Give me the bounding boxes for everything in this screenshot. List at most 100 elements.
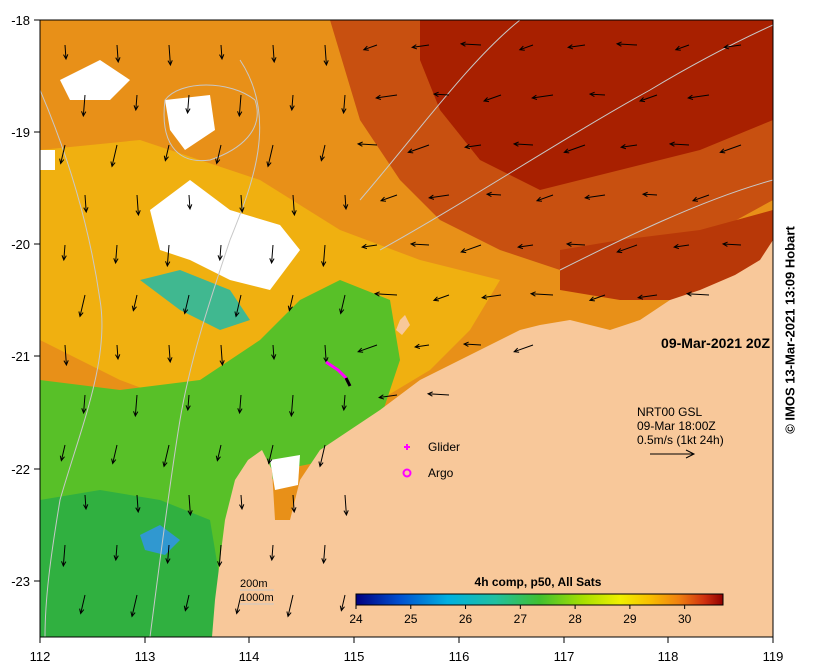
current-arrow: [375, 94, 398, 100]
current-arrow: [485, 191, 502, 198]
y-tick-minus18: -18: [11, 13, 30, 28]
current-arrow: [668, 141, 690, 147]
current-arrow: [289, 94, 295, 112]
current-arrow: [432, 294, 450, 302]
current-arrow: [59, 144, 66, 165]
current-arrow: [414, 343, 430, 349]
y-tick-minus23: -23: [11, 574, 30, 589]
current-arrow: [685, 291, 710, 297]
current-arrow: [291, 194, 297, 217]
current-arrow: [323, 44, 329, 67]
current-arrow: [217, 544, 223, 568]
current-arrow: [319, 144, 326, 162]
current-arrow: [217, 244, 223, 262]
current-arrow: [291, 494, 297, 514]
current-arrow: [269, 244, 275, 265]
colorbar-title: 4h comp, p50, All Sats: [475, 575, 602, 589]
cloud-gap-5: [270, 455, 300, 490]
current-arrow: [428, 194, 450, 200]
current-arrow: [219, 44, 225, 61]
current-arrow: [187, 194, 193, 211]
current-arrow: [615, 41, 638, 47]
current-arrow: [362, 44, 378, 51]
current-arrow: [239, 494, 245, 511]
current-arrow: [321, 544, 327, 565]
current-arrow: [341, 94, 347, 115]
current-arrow: [459, 41, 482, 47]
current-arrow: [357, 344, 378, 353]
current-arrow: [620, 144, 638, 150]
x-tick-117: 117: [554, 649, 575, 664]
current-arrow: [185, 94, 191, 115]
current-arrow: [584, 194, 606, 200]
current-arrow: [411, 44, 430, 50]
current-arrow: [356, 141, 378, 147]
current-arrow: [339, 594, 346, 612]
land-mass: [212, 240, 773, 637]
current-arrow: [135, 494, 141, 514]
current-arrow: [482, 94, 502, 103]
current-arrow: [78, 294, 86, 318]
current-arrow: [361, 243, 378, 250]
isobath-1000m-label: 1000m: [240, 592, 274, 604]
current-arrow: [588, 91, 606, 97]
map-panel: [40, 20, 773, 637]
current-arrow: [379, 194, 398, 202]
x-tick-116: 116: [449, 649, 470, 664]
current-arrow: [638, 94, 658, 103]
current-arrow: [219, 344, 225, 367]
current-arrow: [130, 594, 138, 618]
glider-track-end: [344, 377, 352, 387]
cloud-gap-3: [165, 95, 215, 150]
current-arrow: [131, 294, 138, 312]
current-arrow: [407, 144, 430, 154]
credit-text: © IMOS 13-Mar-2021 13:09 Hobart: [782, 226, 798, 434]
island: [396, 315, 410, 335]
y-tick-minus20: -20: [11, 237, 30, 252]
teal-patch: [140, 270, 250, 330]
x-tick-115: 115: [344, 649, 365, 664]
current-arrow: [481, 294, 502, 300]
current-arrow: [318, 444, 326, 468]
colorbar-tick-label: 26: [459, 612, 473, 626]
current-arrow: [215, 444, 222, 462]
blue-patch: [140, 525, 180, 555]
argo-label: Argo: [428, 466, 454, 480]
current-arrow: [167, 344, 173, 364]
current-arrow: [426, 391, 450, 397]
scale-arrow-icon: [650, 449, 696, 459]
current-arrow: [723, 44, 742, 50]
colorbar-tick-label: 29: [623, 612, 637, 626]
y-tick-minus22: -22: [11, 462, 30, 477]
current-arrow: [641, 191, 658, 198]
current-arrow: [183, 294, 190, 315]
current-arrow: [460, 244, 482, 254]
current-arrow: [512, 141, 534, 147]
colorbar-tick-label: 30: [678, 612, 692, 626]
axis-ticks: [34, 19, 774, 643]
current-arrow: [167, 44, 173, 67]
current-arrow: [531, 94, 554, 100]
current-arrow: [691, 194, 710, 202]
colorbar-tick-label: 24: [349, 612, 363, 626]
current-arrow: [61, 244, 67, 262]
current-arrow: [462, 341, 482, 347]
current-arrow: [63, 44, 69, 61]
current-arrow: [237, 394, 243, 415]
current-arrow: [567, 44, 586, 50]
current-arrow: [111, 444, 118, 465]
current-arrow: [289, 394, 295, 418]
current-arrow: [674, 44, 690, 51]
current-arrow: [269, 544, 275, 562]
argo-marker-icon: [402, 468, 412, 478]
cloud-gap-2: [60, 60, 130, 100]
current-vectors: [59, 41, 742, 618]
current-arrow: [321, 244, 327, 268]
current-arrow: [517, 243, 534, 250]
current-arrow: [162, 444, 170, 468]
current-arrow: [687, 94, 710, 100]
current-arrow: [113, 244, 119, 265]
current-arrow: [287, 294, 294, 312]
hot-region: [420, 20, 773, 190]
isobath-200m-label: 200m: [240, 578, 268, 590]
